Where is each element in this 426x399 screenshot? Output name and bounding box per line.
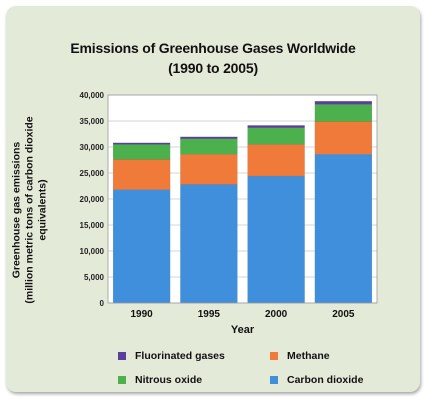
y-tick-label: 0 [100, 299, 105, 308]
y-tick-label: 35,000 [80, 117, 105, 126]
x-tick-label: 2005 [332, 309, 355, 320]
legend-label-methane: Methane [287, 350, 330, 362]
bar-segment [112, 142, 171, 145]
bar-segment [314, 104, 373, 122]
x-tick-label: 1990 [131, 309, 154, 320]
x-tick-label: 2000 [265, 309, 288, 320]
bar-segment [180, 138, 238, 155]
bar-segment [112, 189, 171, 304]
y-tick-label: 15,000 [80, 221, 105, 230]
legend-label-co2: Carbon dioxide [287, 374, 364, 386]
legend-item-methane: Methane [270, 350, 330, 362]
legend-swatch-co2 [270, 376, 278, 384]
y-tick-label: 10,000 [80, 247, 105, 256]
bar-segment [314, 121, 373, 155]
y-tick-label: 5,000 [84, 273, 105, 282]
chart-subtitle: (1990 to 2005) [168, 60, 258, 76]
bar-segment [112, 144, 171, 160]
plot-border [107, 94, 378, 304]
bar-segment [112, 159, 171, 190]
y-tick-label: 25,000 [80, 169, 105, 178]
chart-title: Emissions of Greenhouse Gases Worldwide [70, 40, 356, 56]
y-tick-label: 40,000 [80, 91, 105, 100]
bar-segment [247, 175, 305, 304]
x-tick-label: 1995 [198, 309, 221, 320]
legend-swatch-methane [270, 352, 278, 360]
legend-swatch-fluorinated [118, 352, 126, 360]
legend-item-fluorinated: Fluorinated gases [118, 350, 225, 362]
y-tick-label: 20,000 [80, 195, 105, 204]
bar-segment [314, 154, 373, 304]
y-tick-label: 30,000 [80, 143, 105, 152]
bar-segment [180, 154, 238, 185]
legend-item-co2: Carbon dioxide [270, 374, 363, 386]
legend-swatch-nitrous [118, 376, 126, 384]
bar-segment [247, 125, 305, 128]
bar-segment [180, 184, 238, 304]
bar-segment [247, 127, 305, 145]
legend-item-nitrous: Nitrous oxide [118, 374, 202, 386]
x-axis-label: Year [231, 324, 255, 336]
legend-label-nitrous: Nitrous oxide [135, 374, 203, 386]
legend-label-fluorinated: Fluorinated gases [135, 350, 225, 362]
bar-segment [247, 144, 305, 177]
bar-segment [314, 101, 373, 105]
bar-segment [180, 136, 238, 139]
